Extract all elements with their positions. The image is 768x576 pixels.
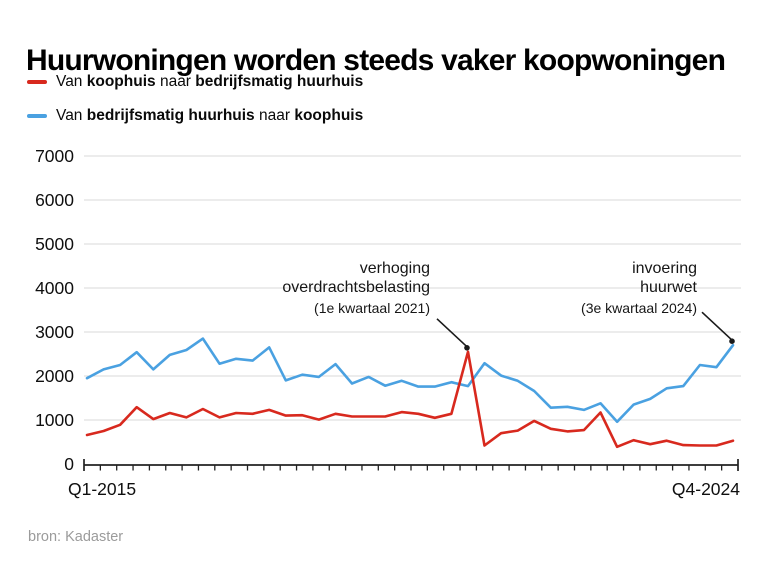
annotation-line: verhoging bbox=[359, 260, 430, 277]
legend-text-part: Van bbox=[56, 107, 87, 124]
x-axis-label-start: Q1-2015 bbox=[68, 479, 137, 499]
y-tick-label: 2000 bbox=[35, 366, 74, 386]
y-tick-label: 1000 bbox=[35, 410, 74, 430]
annotation-overdrachtsbelasting: verhoging overdrachtsbelasting (1e kwart… bbox=[282, 259, 430, 317]
series-line-blue bbox=[85, 337, 735, 424]
annotation-arrow bbox=[436, 318, 470, 351]
source-credit: bron: Kadaster bbox=[28, 529, 124, 545]
annotation-subline: (1e kwartaal 2021) bbox=[314, 300, 430, 316]
legend-swatch-red-icon bbox=[27, 80, 47, 84]
annotation-arrow bbox=[701, 311, 735, 345]
annotation-huurwet: invoering huurwet (3e kwartaal 2024) bbox=[581, 259, 697, 317]
legend-text-part: naar bbox=[254, 107, 295, 124]
series-line-red bbox=[85, 350, 735, 449]
legend-text-part: bedrijfsmatig huurhuis bbox=[86, 107, 255, 124]
legend-text-part: bedrijfsmatig huurhuis bbox=[195, 73, 364, 90]
y-tick-label: 7000 bbox=[35, 146, 74, 166]
gridlines bbox=[84, 155, 741, 421]
annotation-line: invoering bbox=[632, 260, 697, 277]
y-tick-label: 4000 bbox=[35, 278, 74, 298]
legend-label-red: Van koophuis naar bedrijfsmatig huurhuis bbox=[56, 73, 363, 91]
y-tick-label: 5000 bbox=[35, 234, 74, 254]
y-tick-label: 6000 bbox=[35, 190, 74, 210]
y-tick-label: 0 bbox=[64, 454, 74, 474]
legend-swatch-blue-icon bbox=[27, 114, 47, 118]
x-axis bbox=[83, 459, 739, 471]
annotation-line: huurwet bbox=[640, 279, 697, 296]
x-axis-label-end: Q4-2024 bbox=[671, 479, 740, 499]
legend-text-part: Van bbox=[56, 73, 87, 90]
annotation-line: overdrachtsbelasting bbox=[282, 279, 430, 296]
legend-label-blue: Van bedrijfsmatig huurhuis naar koophuis bbox=[56, 107, 363, 125]
y-axis-tick-labels: 0 1000 2000 3000 4000 5000 6000 7000 bbox=[35, 146, 74, 474]
y-tick-label: 3000 bbox=[35, 322, 74, 342]
annotation-subline: (3e kwartaal 2024) bbox=[581, 300, 697, 316]
legend-text-part: naar bbox=[155, 73, 196, 90]
annotation-arrow-dot bbox=[464, 345, 470, 351]
legend-text-part: koophuis bbox=[294, 107, 364, 124]
annotation-arrow-dot bbox=[729, 338, 735, 345]
legend-text-part: koophuis bbox=[86, 73, 156, 90]
page-title: Huurwoningen worden steeds vaker koopwon… bbox=[26, 44, 726, 78]
legend-item-red: Van koophuis naar bedrijfsmatig huurhuis bbox=[27, 73, 363, 91]
legend-item-blue: Van bedrijfsmatig huurhuis naar koophuis bbox=[27, 107, 363, 125]
